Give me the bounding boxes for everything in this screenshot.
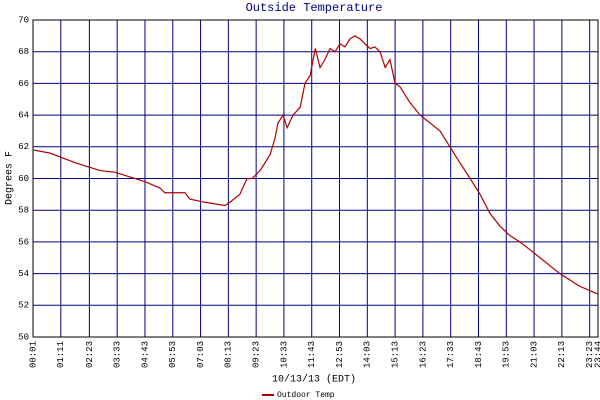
y-tick-label: 52 [18, 301, 29, 311]
chart-title: Outside Temperature [246, 1, 383, 15]
x-tick-label: 08:13 [224, 341, 234, 368]
x-tick-label: 04:43 [140, 341, 150, 368]
x-tick-label: 12:53 [335, 341, 345, 368]
plot-border [32, 19, 599, 338]
x-tick-label: 18:43 [474, 341, 484, 368]
x-tick-label: 19:53 [502, 341, 512, 368]
y-tick-label: 58 [18, 206, 29, 216]
x-tick-label: 09:23 [252, 341, 262, 368]
y-tick-label: 62 [18, 142, 29, 152]
x-tick-label: 01:11 [56, 341, 66, 368]
data-line [32, 35, 599, 295]
legend-label: Outdoor Temp [277, 391, 335, 400]
x-tick-label: 22:13 [557, 341, 567, 368]
y-tick-label: 50 [18, 332, 29, 342]
x-tick-label: 17:33 [446, 341, 456, 368]
x-tick-label: 21:03 [529, 341, 539, 368]
y-tick-label: 70 [18, 15, 29, 25]
x-tick-label: 23:23 [585, 341, 595, 368]
y-tick-label: 64 [18, 110, 29, 120]
x-tick-label: 02:23 [85, 341, 95, 368]
x-tick-label: 15:13 [390, 341, 400, 368]
x-tick-label: 05:53 [168, 341, 178, 368]
x-tick-label: 16:23 [418, 341, 428, 368]
x-tick-label: 00:01 [28, 341, 38, 368]
y-tick-label: 54 [18, 269, 29, 279]
x-axis-title: 10/13/13 (EDT) [272, 374, 356, 386]
x-tick-label: 07:03 [196, 341, 206, 368]
y-tick-label: 66 [18, 79, 29, 89]
x-tick-label: 11:43 [307, 341, 317, 368]
y-tick-label: 60 [18, 174, 29, 184]
y-axis-title: Degrees F [5, 151, 16, 205]
y-tick-label: 56 [18, 237, 29, 247]
x-tick-label: 23:44 [593, 341, 600, 368]
x-tick-label: 14:03 [363, 341, 373, 368]
x-tick-label: 10:33 [279, 341, 289, 368]
y-tick-label: 68 [18, 47, 29, 57]
x-tick-label: 03:33 [113, 341, 123, 368]
